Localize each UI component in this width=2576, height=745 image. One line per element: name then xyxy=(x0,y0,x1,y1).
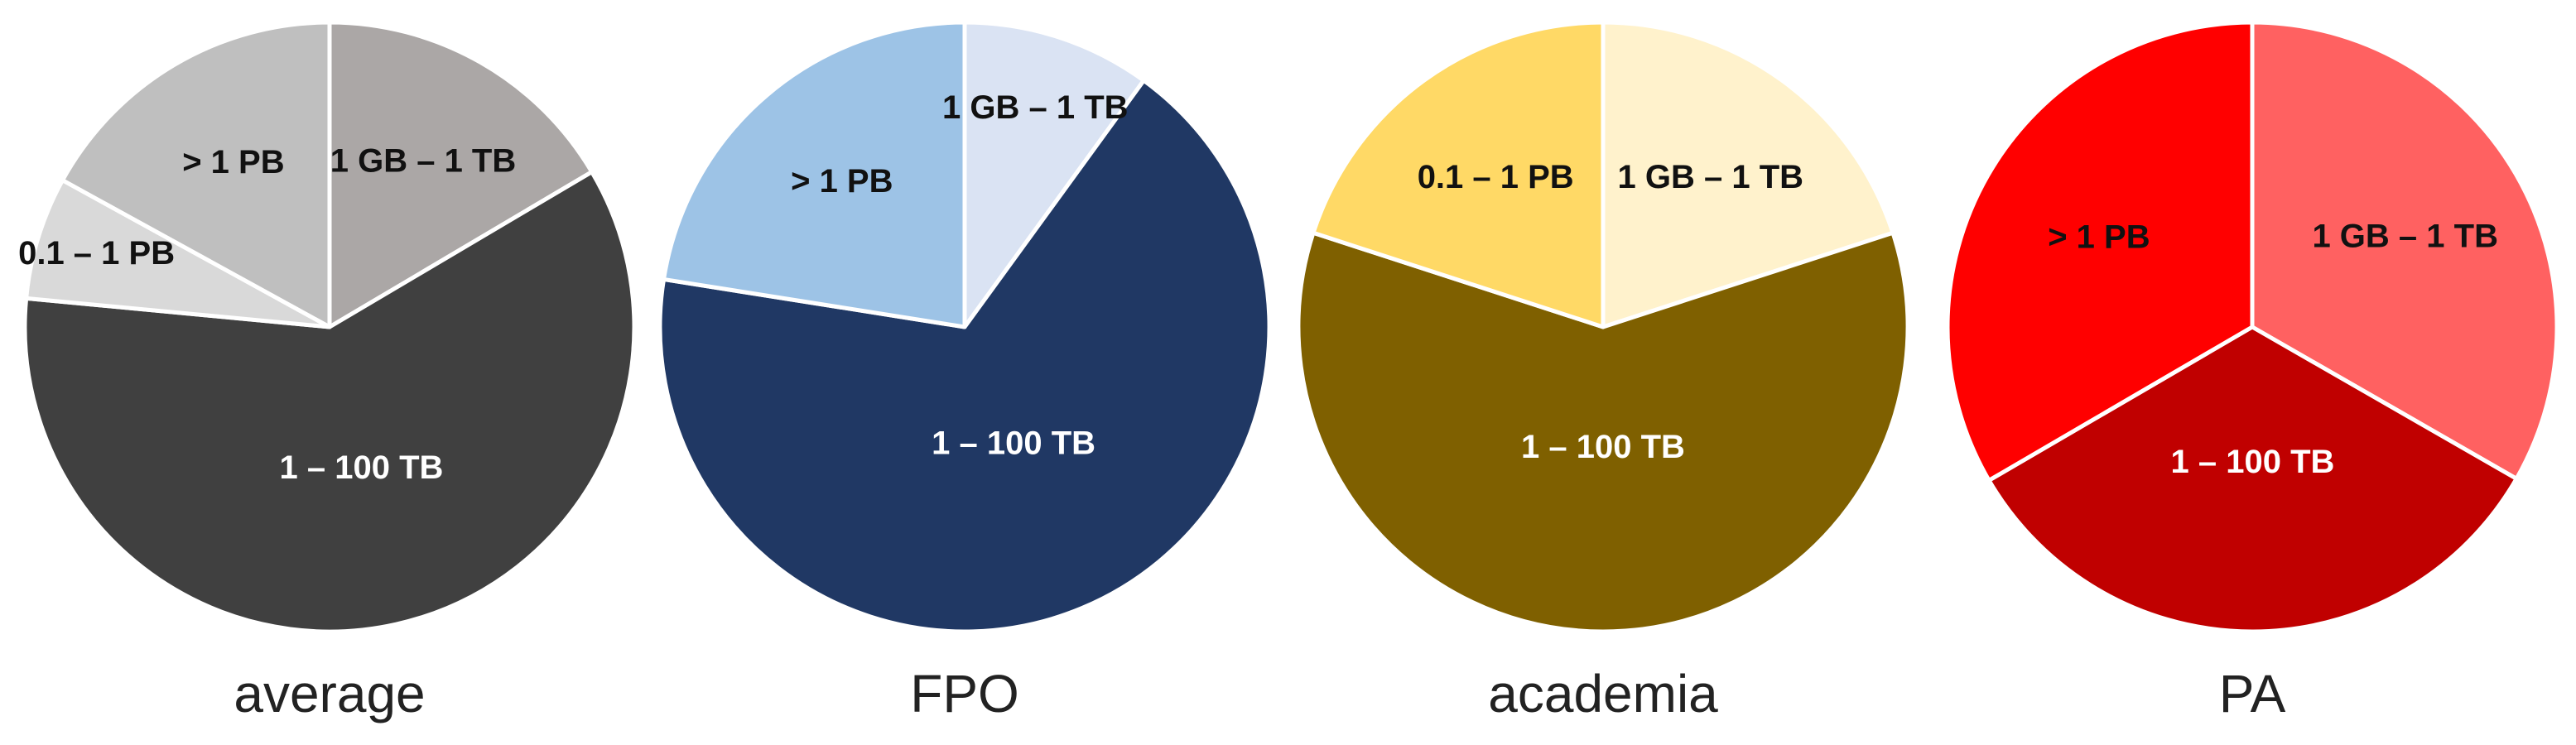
slice-label-1-pb: > 1 PB xyxy=(2048,219,2150,255)
pie-outline xyxy=(658,21,1271,633)
pie-pa: 1 GB – 1 TB 1 – 100 TB > 1 PB PA xyxy=(1945,20,2559,723)
slice-label-1-gb-1-tb: 1 GB – 1 TB xyxy=(942,89,1129,126)
slice-label-1-gb-1-tb: 1 GB – 1 TB xyxy=(1618,159,1804,195)
pie-title-fpo: FPO xyxy=(910,664,1019,723)
slice-label-1-gb-1-tb: 1 GB – 1 TB xyxy=(330,142,517,179)
pie-labels-fpo: 1 GB – 1 TB 1 – 100 TB > 1 PB xyxy=(791,89,1128,461)
slice-label-0-1-1-pb: 0.1 – 1 PB xyxy=(18,235,175,272)
pie-academia: 1 GB – 1 TB 1 – 100 TB 0.1 – 1 PB academia xyxy=(1296,20,1910,723)
pie-fpo: 1 GB – 1 TB 1 – 100 TB > 1 PB FPO xyxy=(657,20,1272,723)
slice-label-1-100-tb: 1 – 100 TB xyxy=(1521,429,1685,465)
slice-label-1-100-tb: 1 – 100 TB xyxy=(932,425,1095,461)
slice-label-1-100-tb: 1 – 100 TB xyxy=(2171,444,2335,480)
slice-label-1-100-tb: 1 – 100 TB xyxy=(280,449,444,486)
pie-outline xyxy=(23,21,636,633)
slice-label-1-pb: > 1 PB xyxy=(791,163,893,199)
pie-outline xyxy=(1946,21,2559,633)
pie-title-pa: PA xyxy=(2219,664,2286,723)
pie-labels-academia: 1 GB – 1 TB 1 – 100 TB 0.1 – 1 PB xyxy=(1418,159,1803,465)
slice-label-1-gb-1-tb: 1 GB – 1 TB xyxy=(2312,219,2498,255)
pie-title-academia: academia xyxy=(1488,664,1718,723)
pie-average: 1 GB – 1 TB 1 – 100 TB 0.1 – 1 PB > 1 PB ave… xyxy=(18,20,637,723)
pie-labels-average: 1 GB – 1 TB 1 – 100 TB 0.1 – 1 PB > 1 PB xyxy=(18,142,516,486)
slice-label-0-1-1-pb: 0.1 – 1 PB xyxy=(1418,159,1574,195)
slice-label-1-pb: > 1 PB xyxy=(182,144,284,180)
pie-title-average: average xyxy=(234,664,425,723)
pie-labels-pa: 1 GB – 1 TB 1 – 100 TB > 1 PB xyxy=(2048,219,2498,480)
pie-outline xyxy=(1297,21,1909,633)
